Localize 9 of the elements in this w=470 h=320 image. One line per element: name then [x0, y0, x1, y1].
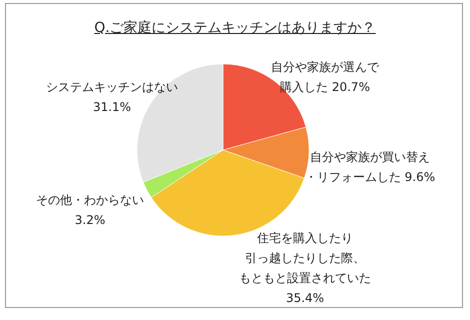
slice-label: 住宅を購入したり引っ越したりした際、もともと設置されていた: [239, 231, 371, 285]
slice-label: その他・わからない: [36, 193, 144, 207]
slice-label: 自分や家族が買い替え・リフォームした 9.6%: [304, 149, 436, 186]
data-label: 35.4%: [286, 291, 324, 305]
slice-label: システムキッチンはない: [46, 80, 178, 94]
data-label: 3.2%: [74, 213, 106, 227]
chart-title: Q.ご家庭にシステムキッチンはありますか？: [94, 20, 376, 36]
data-label: 31.1%: [92, 100, 132, 114]
slice-label: 自分や家族が選んで購入した 20.7%: [270, 59, 380, 96]
